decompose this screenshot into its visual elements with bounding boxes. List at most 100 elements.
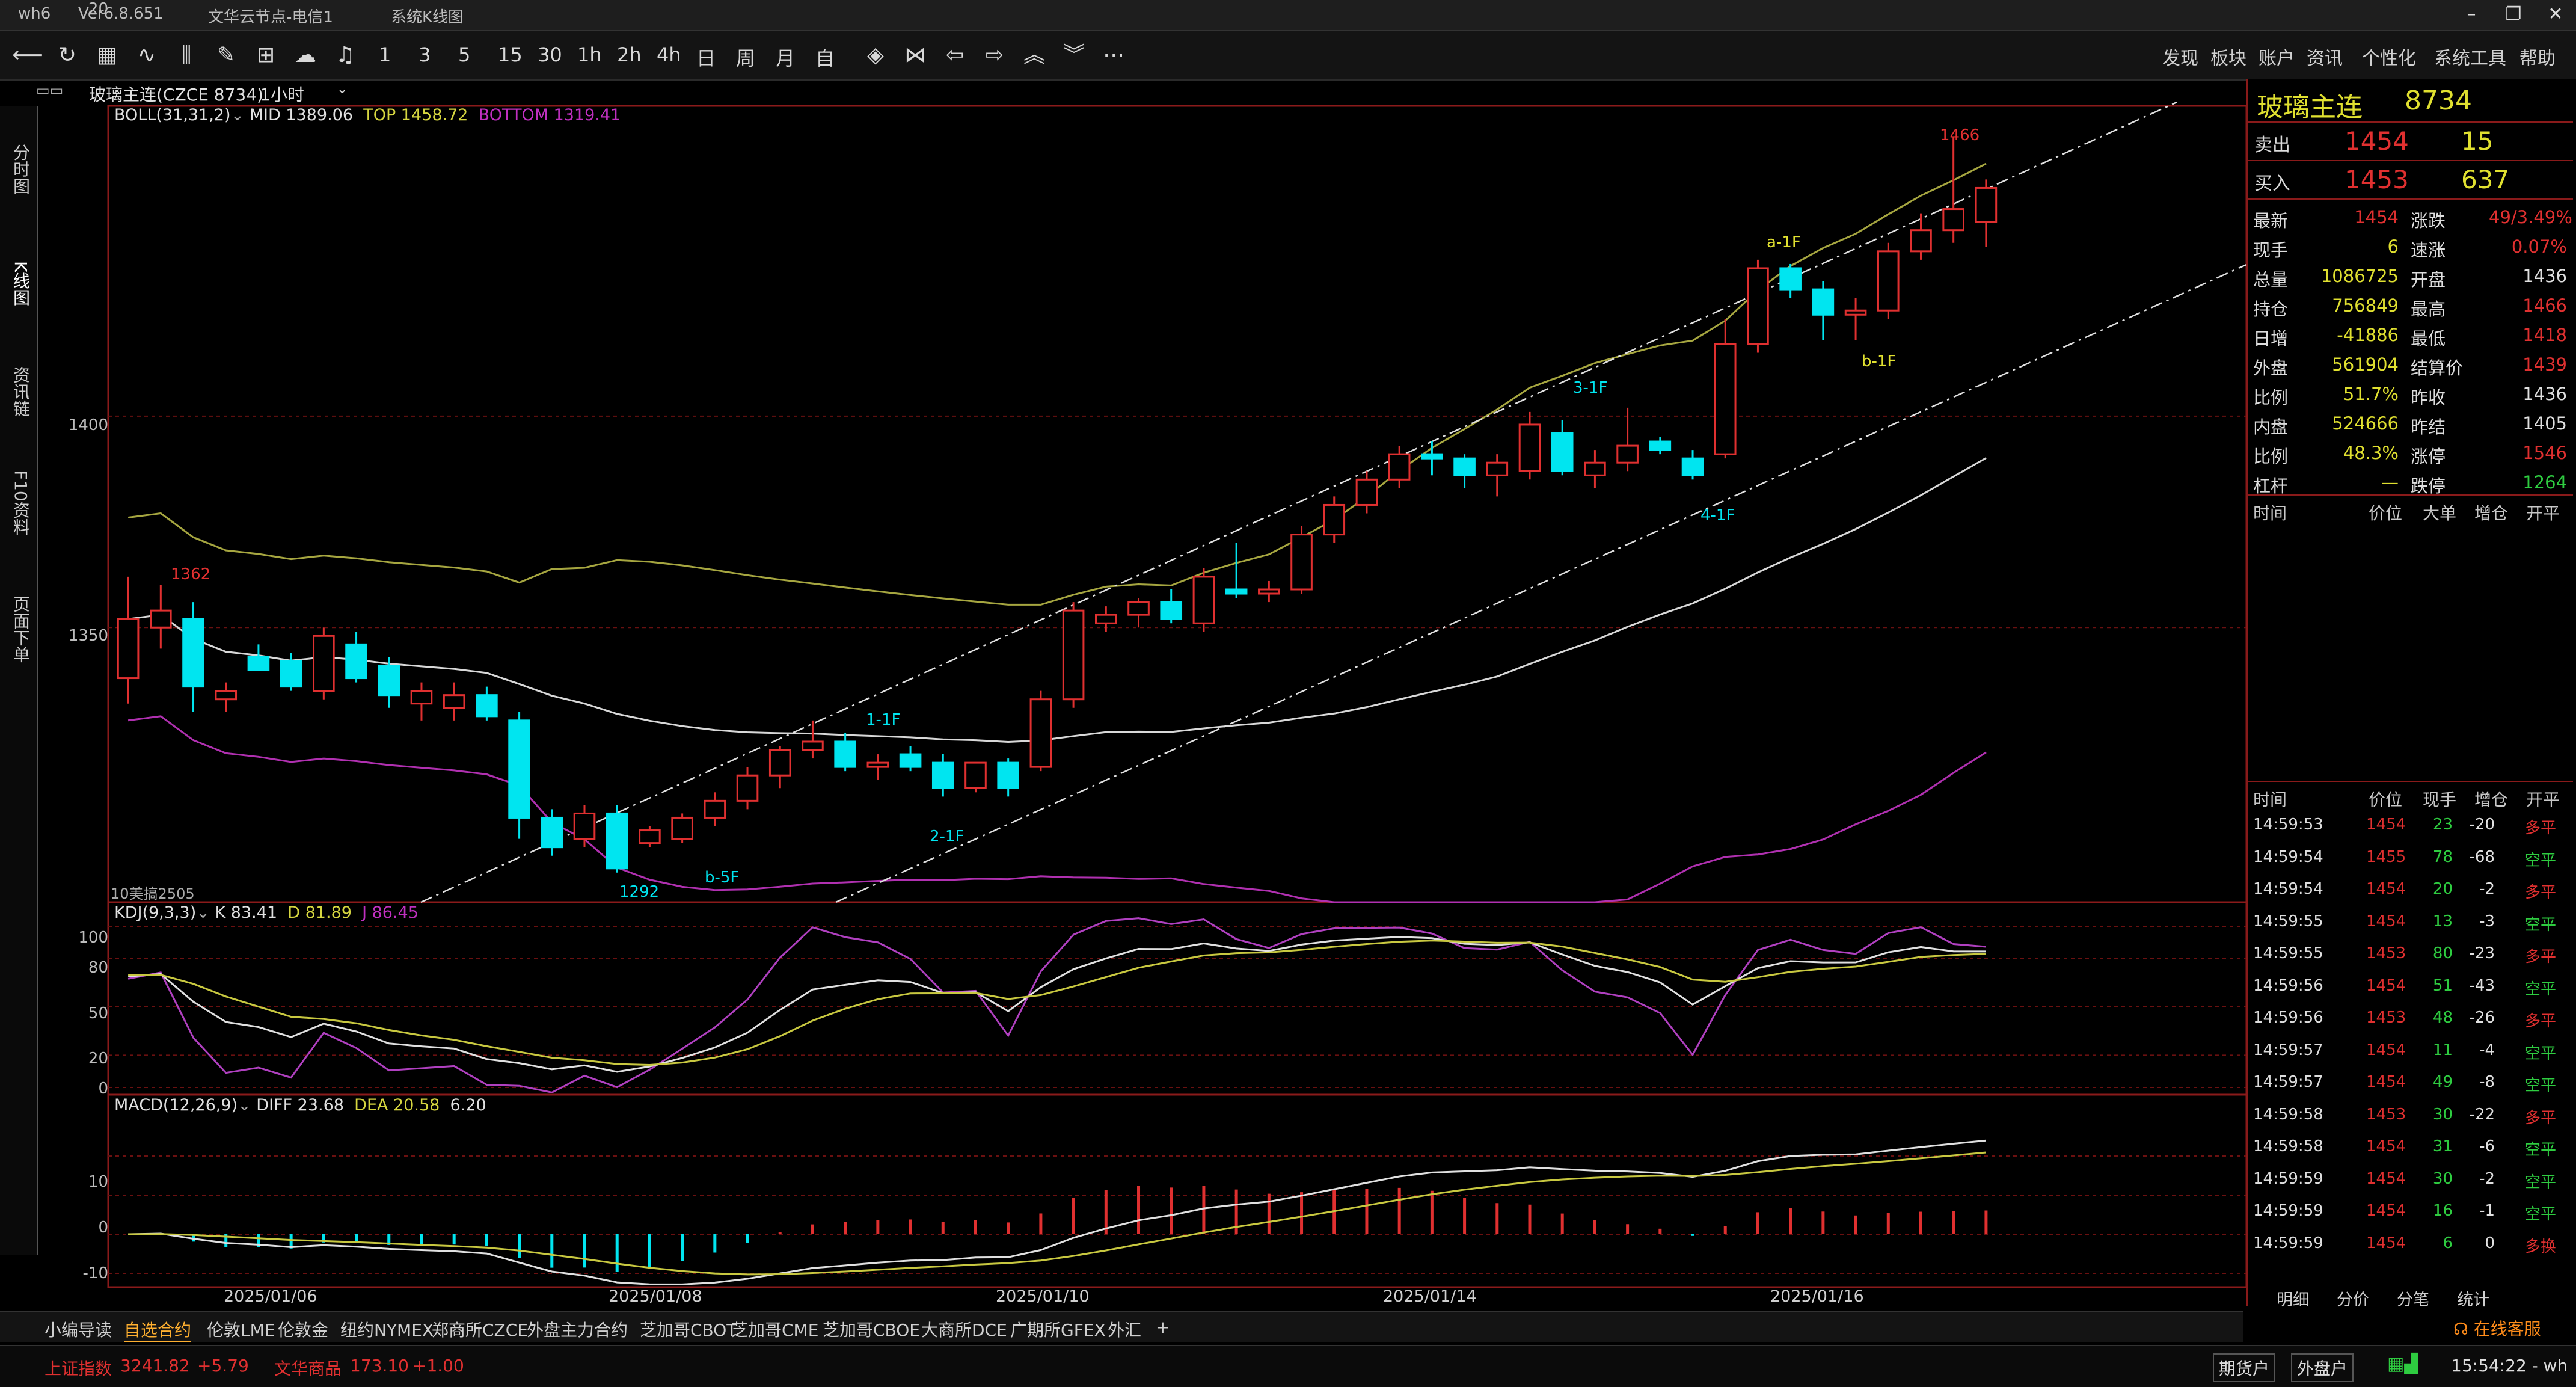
tick-oi-change: -20 xyxy=(2469,816,2495,834)
quote-field-label: 杠杆 xyxy=(2253,476,2289,496)
period-11[interactable]: 自 xyxy=(815,47,835,70)
market-tab[interactable]: 芝加哥CBOT xyxy=(640,1320,737,1340)
macd-name[interactable]: MACD(12,26,9) xyxy=(114,1096,238,1115)
tick-row[interactable]: 14:59:53 1454 23 -20 多平 xyxy=(2248,808,2573,840)
boll-chevron-icon[interactable]: ⌄ xyxy=(230,106,250,125)
back-icon[interactable]: ⟵ xyxy=(12,43,43,67)
menu-news[interactable]: 资讯 xyxy=(2307,48,2343,69)
futures-account-button[interactable]: 期货户 xyxy=(2213,1353,2276,1382)
tab-timeshare[interactable]: 分时图 xyxy=(11,144,31,194)
candle-body xyxy=(1616,444,1639,464)
add-tab-button[interactable]: + xyxy=(1156,1317,1170,1337)
tick-type: 多平 xyxy=(2525,1012,2557,1030)
market-tab[interactable]: 郑商所CZCE xyxy=(432,1320,528,1340)
close-icon[interactable]: ✕ xyxy=(2548,4,2563,25)
tick-row[interactable]: 14:59:58 1454 31 -6 空平 xyxy=(2248,1130,2573,1162)
tick-row[interactable]: 14:59:58 1453 30 -22 多平 xyxy=(2248,1098,2573,1130)
foreign-account-button[interactable]: 外盘户 xyxy=(2291,1353,2354,1382)
tick-row[interactable]: 14:59:59 1454 6 0 多换 xyxy=(2248,1227,2573,1259)
chevron-down-icon[interactable]: ⌄ xyxy=(337,82,348,97)
more-icon[interactable]: ⋯ xyxy=(1103,43,1124,67)
cloud-icon[interactable]: ☁ xyxy=(295,43,316,67)
grid-icon[interactable]: ▦ xyxy=(96,43,117,67)
line-chart-icon[interactable]: ∿ xyxy=(137,43,156,67)
refresh-icon[interactable]: ↻ xyxy=(58,43,77,67)
tick-row[interactable]: 14:59:57 1454 49 -8 空平 xyxy=(2248,1066,2573,1098)
arrow-left-icon[interactable]: ⇦ xyxy=(945,43,964,67)
market-tab[interactable]: 纽约NYMEX xyxy=(340,1320,434,1340)
boll-name[interactable]: BOLL(31,31,2) xyxy=(114,106,231,125)
menu-account[interactable]: 账户 xyxy=(2259,48,2295,69)
tab-f10[interactable]: F10资料 xyxy=(11,470,31,535)
tab-stats[interactable]: 统计 xyxy=(2457,1291,2489,1309)
ask-row[interactable]: 卖出 1454 15 xyxy=(2248,121,2573,159)
kdj-chevron-icon[interactable]: ⌄ xyxy=(196,903,215,922)
restore-icon[interactable]: ❐ xyxy=(2505,4,2522,25)
period-0[interactable]: 1 xyxy=(379,43,391,66)
period-4[interactable]: 30 xyxy=(538,43,562,66)
tick-row[interactable]: 14:59:59 1454 16 -1 空平 xyxy=(2248,1195,2573,1226)
period-9[interactable]: 周 xyxy=(736,47,756,70)
tick-row[interactable]: 14:59:54 1454 20 -2 多平 xyxy=(2248,873,2573,905)
market-tab[interactable]: 自选合约 xyxy=(124,1317,192,1342)
menu-tools[interactable]: 系统工具 xyxy=(2434,48,2506,69)
tick-row[interactable]: 14:59:55 1454 13 -3 空平 xyxy=(2248,905,2573,937)
server-name[interactable]: 文华云节点-电信1 xyxy=(208,8,333,26)
menu-discover[interactable]: 发现 xyxy=(2162,48,2198,69)
period-7[interactable]: 4h xyxy=(657,43,681,66)
kdj-name[interactable]: KDJ(9,3,3) xyxy=(114,903,197,922)
menu-help[interactable]: 帮助 xyxy=(2519,48,2556,69)
market-tab[interactable]: 伦敦LME xyxy=(207,1320,275,1340)
calc-icon[interactable]: ⊞ xyxy=(256,43,275,67)
tab-news-chain[interactable]: 资讯链 xyxy=(11,366,31,417)
period-6[interactable]: 2h xyxy=(617,43,642,66)
tick-row[interactable]: 14:59:57 1454 11 -4 空平 xyxy=(2248,1034,2573,1066)
tick-row[interactable]: 14:59:55 1453 80 -23 多平 xyxy=(2248,937,2573,969)
tick-row[interactable]: 14:59:56 1453 48 -26 多平 xyxy=(2248,1001,2573,1033)
macd-chevron-icon[interactable]: ⌄ xyxy=(238,1096,257,1115)
market-tab[interactable]: 外盘主力合约 xyxy=(527,1320,628,1340)
draw-tool-icon[interactable]: ✎ xyxy=(216,43,236,67)
market-tab[interactable]: 外汇 xyxy=(1108,1320,1142,1340)
period-select[interactable]: 1小时 xyxy=(260,85,304,105)
market-tab[interactable]: 小编导读 xyxy=(44,1320,112,1340)
tick-row[interactable]: 14:59:59 1454 30 -2 空平 xyxy=(2248,1163,2573,1195)
market-tab[interactable]: 芝加哥CBOE xyxy=(823,1320,920,1340)
market-tab[interactable]: 大商所DCE xyxy=(921,1320,1007,1340)
tab-detail[interactable]: 明细 xyxy=(2277,1291,2309,1309)
market-tab[interactable]: 广期所GFEX xyxy=(1010,1320,1106,1340)
period-8[interactable]: 日 xyxy=(696,47,716,70)
bowtie-icon[interactable]: ⋈ xyxy=(904,43,926,67)
index1-name[interactable]: 上证指数 xyxy=(44,1359,112,1379)
market-tab[interactable]: 芝加哥CME xyxy=(731,1320,819,1340)
tick-row[interactable]: 14:59:56 1454 51 -43 空平 xyxy=(2248,970,2573,1001)
zoom-in-icon[interactable]: ︽ xyxy=(1023,43,1045,67)
period-1[interactable]: 3 xyxy=(419,43,431,66)
period-5[interactable]: 1h xyxy=(577,43,602,66)
link-icon[interactable]: ▭▭ xyxy=(36,82,64,99)
zoom-out-icon[interactable]: ︾ xyxy=(1063,43,1085,67)
tab-by-price[interactable]: 分价 xyxy=(2337,1291,2369,1309)
tab-kline[interactable]: K线图 xyxy=(11,260,31,306)
minimize-icon[interactable]: – xyxy=(2467,4,2476,25)
period-2[interactable]: 5 xyxy=(458,43,471,66)
period-3[interactable]: 15 xyxy=(498,43,523,66)
bid-row[interactable]: 买入 1453 637 xyxy=(2248,160,2573,197)
menu-personalize[interactable]: 个性化 xyxy=(2362,48,2416,69)
bid-label: 买入 xyxy=(2254,173,2290,194)
online-service[interactable]: ☊ 在线客服 xyxy=(2453,1316,2541,1340)
contract-name[interactable]: 玻璃主连(CZCE 8734) xyxy=(89,85,263,105)
system-menu-title[interactable]: 系统K线图 xyxy=(391,8,464,26)
index2-name[interactable]: 文华商品 xyxy=(274,1359,342,1379)
menu-sector[interactable]: 板块 xyxy=(2210,48,2246,69)
period-10[interactable]: 月 xyxy=(776,47,796,70)
swap-icon[interactable]: ◈ xyxy=(867,43,884,67)
tab-by-trade[interactable]: 分笔 xyxy=(2397,1291,2429,1309)
arrow-right-icon[interactable]: ⇨ xyxy=(985,43,1004,67)
bell-icon[interactable]: ♫ xyxy=(335,43,355,67)
tab-order[interactable]: 页面下单 xyxy=(11,595,31,663)
candle-icon[interactable]: ⫼ xyxy=(181,43,192,67)
market-tab[interactable]: 伦敦金 xyxy=(278,1320,329,1340)
tick-row[interactable]: 14:59:54 1455 78 -68 空平 xyxy=(2248,841,2573,873)
